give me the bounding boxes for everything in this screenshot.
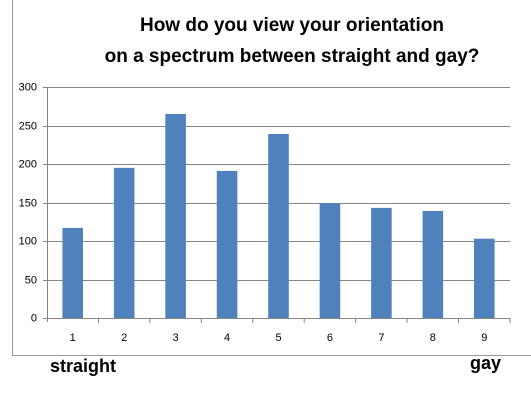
x-tick-label: 7 xyxy=(378,332,384,344)
bar xyxy=(113,167,135,318)
y-tick-label: 100 xyxy=(19,235,37,247)
y-tick-label: 150 xyxy=(19,197,37,209)
x-tick-label: 8 xyxy=(430,332,436,344)
bar xyxy=(371,207,392,318)
annotation: gay xyxy=(470,353,501,373)
y-tick-label: 200 xyxy=(19,158,37,170)
x-tick-label: 2 xyxy=(121,332,127,344)
x-tick-label: 1 xyxy=(70,332,76,344)
bar xyxy=(268,133,289,318)
bar xyxy=(62,227,84,318)
bar xyxy=(216,170,238,318)
y-tick-label: 0 xyxy=(31,312,37,324)
y-tick-label: 300 xyxy=(19,81,37,93)
chart-title: on a spectrum between straight and gay? xyxy=(105,46,480,67)
annotation: straight xyxy=(50,356,116,376)
bar xyxy=(473,238,495,318)
y-tick-label: 250 xyxy=(19,120,37,132)
bar xyxy=(422,210,444,318)
chart-title: How do you view your orientation xyxy=(140,15,444,36)
x-tick-label: 9 xyxy=(481,332,487,344)
bar xyxy=(319,203,341,318)
x-tick-label: 5 xyxy=(275,332,281,344)
x-tick-label: 3 xyxy=(173,332,179,344)
x-tick-label: 6 xyxy=(327,332,333,344)
x-tick-label: 4 xyxy=(224,332,230,344)
bar xyxy=(165,113,186,318)
y-tick-label: 50 xyxy=(25,274,37,286)
